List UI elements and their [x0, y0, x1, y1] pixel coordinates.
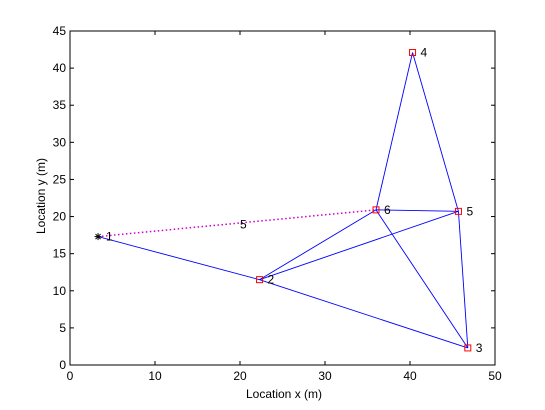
edges-layer: 5 [97, 52, 469, 349]
edge-6-4 [375, 52, 413, 210]
dotted-edge-label: 5 [240, 218, 247, 232]
node-marker-3 [464, 344, 472, 352]
edge-2-6 [259, 209, 377, 281]
x-tick-label: 50 [488, 369, 502, 383]
x-tick-label: 0 [67, 369, 74, 383]
x-tick-label: 20 [233, 369, 247, 383]
y-tick-label: 15 [53, 247, 67, 261]
node-marker-4 [409, 49, 417, 57]
x-tick-label: 10 [148, 369, 162, 383]
nodes-layer: 1 2 3 4 5 6 [94, 46, 483, 355]
edge-2-5 [259, 210, 459, 281]
node-label-6: 6 [384, 203, 391, 217]
node-label-5: 5 [466, 204, 473, 218]
y-axis-label: Location y (m) [34, 158, 48, 234]
y-tick-label: 20 [53, 210, 67, 224]
y-tick-label: 5 [59, 321, 66, 335]
node-marker-6 [372, 206, 380, 214]
y-tick-label: 10 [53, 284, 67, 298]
y-tick-label: 0 [59, 358, 66, 372]
node-label-2: 2 [268, 273, 275, 287]
node-marker-2 [256, 276, 264, 284]
dotted-edge [97, 209, 377, 238]
y-tick-label: 25 [53, 172, 67, 186]
axes-box [69, 30, 496, 366]
edge-5-3 [458, 211, 469, 348]
y-tick-label: 30 [53, 135, 67, 149]
x-tick-label: 40 [403, 369, 417, 383]
node-label-3: 3 [476, 341, 483, 355]
node-marker-1 [94, 233, 102, 241]
y-tick-label: 40 [53, 61, 67, 75]
y-tick-label: 45 [53, 24, 67, 38]
edge-1-2 [97, 236, 260, 281]
edge-2-3 [259, 279, 468, 349]
x-axis-label: Location x (m) [246, 387, 322, 401]
y-tick-label: 35 [53, 98, 67, 112]
node-marker-5 [454, 207, 462, 215]
edge-6-5 [375, 209, 459, 212]
node-label-4: 4 [421, 46, 428, 60]
edge-6-3 [375, 209, 469, 349]
x-tick-label: 30 [318, 369, 332, 383]
node-label-1: 1 [106, 230, 113, 244]
edge-4-5 [412, 52, 459, 212]
